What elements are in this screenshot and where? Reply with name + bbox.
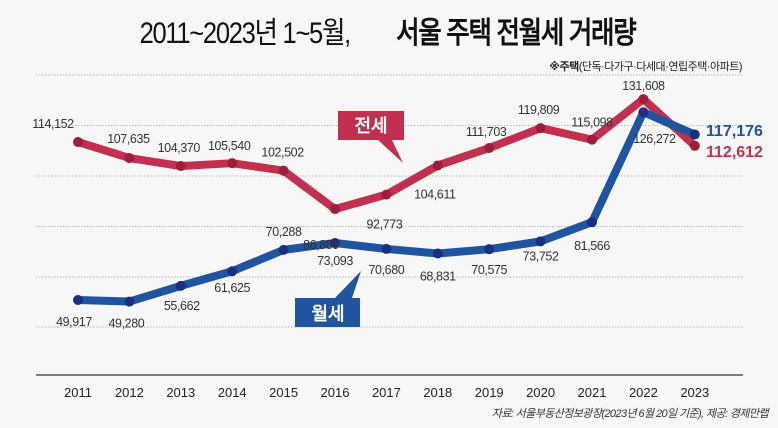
x-tick-label: 2016 bbox=[321, 385, 350, 400]
x-tick-label: 2021 bbox=[578, 385, 607, 400]
jeonse-data-label: 102,502 bbox=[261, 146, 304, 160]
jeonse-data-label: 105,540 bbox=[208, 139, 251, 153]
wolse-callout-label: 월세 bbox=[311, 304, 344, 324]
x-tick-label: 2018 bbox=[423, 385, 452, 400]
series-wolse bbox=[73, 107, 700, 307]
chart-title-main: 서울 주택 전월세 거래량 bbox=[396, 17, 638, 50]
jeonse-data-label: 114,152 bbox=[32, 117, 74, 131]
data-point bbox=[535, 123, 546, 134]
data-point bbox=[638, 94, 649, 105]
chart-title: 2011~2023년 1~5월, 서울 주택 전월세 거래량 bbox=[0, 8, 778, 52]
x-tick-label: 2012 bbox=[115, 385, 144, 400]
wolse-data-label: 81,566 bbox=[574, 239, 610, 253]
jeonse-data-label: 92,773 bbox=[366, 218, 402, 232]
data-point bbox=[278, 165, 289, 176]
data-point bbox=[175, 161, 186, 172]
jeonse-data-label: 107,635 bbox=[107, 132, 150, 146]
data-point bbox=[124, 296, 135, 307]
jeonse-data-label: 115,098 bbox=[571, 116, 613, 130]
x-tick-label: 2020 bbox=[526, 385, 555, 400]
x-tick-label: 2023 bbox=[680, 385, 709, 400]
data-point bbox=[432, 248, 443, 259]
series-jeonse bbox=[73, 94, 700, 215]
data-point bbox=[73, 295, 83, 305]
wolse-data-label: 49,917 bbox=[56, 315, 92, 329]
data-labels: 114,152 107,635 104,370 105,540 102,502 86,88… bbox=[32, 79, 763, 331]
housing-type-note: ※주택(단독·다가구·다세대·연립주택·아파트) bbox=[549, 58, 742, 74]
jeonse-callout-label: 전세 bbox=[354, 116, 387, 136]
data-point bbox=[124, 153, 135, 164]
jeonse-end-label: 112,612 bbox=[706, 144, 763, 161]
data-point bbox=[432, 160, 443, 171]
data-point bbox=[638, 107, 649, 118]
data-point bbox=[73, 137, 83, 147]
wolse-data-label: 73,752 bbox=[523, 249, 559, 263]
wolse-data-label: 49,280 bbox=[108, 317, 144, 331]
data-point bbox=[227, 158, 238, 169]
jeonse-data-label: 111,703 bbox=[466, 125, 507, 139]
note-detail: (단독·다가구·다세대·연립주택·아파트) bbox=[578, 61, 743, 73]
wolse-data-label: 61,625 bbox=[214, 281, 250, 295]
data-point bbox=[689, 140, 700, 151]
data-point bbox=[587, 134, 597, 145]
source-note: 자료: 서울부동산정보광장(2023년 6월 20일 기준), 제공: 경제만랩 bbox=[491, 408, 769, 420]
data-point bbox=[278, 244, 289, 255]
x-tick-label: 2015 bbox=[269, 385, 298, 400]
jeonse-data-label: 119,809 bbox=[518, 103, 560, 117]
wolse-data-label: 73,093 bbox=[317, 254, 353, 268]
data-point bbox=[381, 243, 392, 254]
wolse-data-label: 70,680 bbox=[368, 263, 404, 277]
x-tick-label: 2013 bbox=[166, 385, 195, 400]
data-point bbox=[330, 204, 340, 215]
jeonse-legend-callout: 전세 bbox=[338, 111, 404, 163]
jeonse-data-label: 104,611 bbox=[414, 187, 456, 201]
data-point bbox=[587, 217, 597, 228]
data-point bbox=[484, 143, 495, 154]
x-tick-label: 2011 bbox=[64, 385, 92, 400]
x-axis-ticks: 2011 2012 2013 2014 2015 2016 2017 2018 2019 2020… bbox=[64, 385, 709, 400]
note-prefix: ※주택 bbox=[549, 61, 579, 73]
gridlines bbox=[36, 74, 743, 328]
data-point bbox=[484, 244, 495, 255]
wolse-end-label: 117,176 bbox=[706, 123, 763, 140]
wolse-legend-callout: 월세 bbox=[295, 271, 361, 327]
data-point bbox=[689, 129, 700, 140]
data-point bbox=[227, 266, 238, 277]
wolse-data-label: 70,288 bbox=[266, 225, 302, 239]
jeonse-callout-box bbox=[338, 111, 404, 163]
x-tick-label: 2022 bbox=[629, 385, 658, 400]
data-point bbox=[175, 280, 186, 291]
wolse-data-label: 126,272 bbox=[633, 132, 676, 146]
jeonse-data-label: 131,608 bbox=[622, 79, 665, 93]
chart-title-period: 2011~2023년 1~5월, bbox=[139, 17, 352, 50]
x-tick-label: 2017 bbox=[372, 385, 401, 400]
jeonse-data-label: 86,889 bbox=[303, 238, 339, 252]
wolse-data-label: 55,662 bbox=[164, 299, 200, 313]
x-tick-label: 2014 bbox=[218, 385, 247, 400]
wolse-data-label: 70,575 bbox=[471, 263, 507, 277]
wolse-data-label: 68,831 bbox=[420, 269, 456, 283]
data-point bbox=[535, 236, 546, 247]
jeonse-data-label: 104,370 bbox=[158, 141, 201, 155]
data-point bbox=[381, 189, 392, 200]
x-tick-label: 2019 bbox=[475, 385, 504, 400]
wolse-callout-box bbox=[295, 271, 361, 327]
data-point bbox=[330, 237, 340, 248]
